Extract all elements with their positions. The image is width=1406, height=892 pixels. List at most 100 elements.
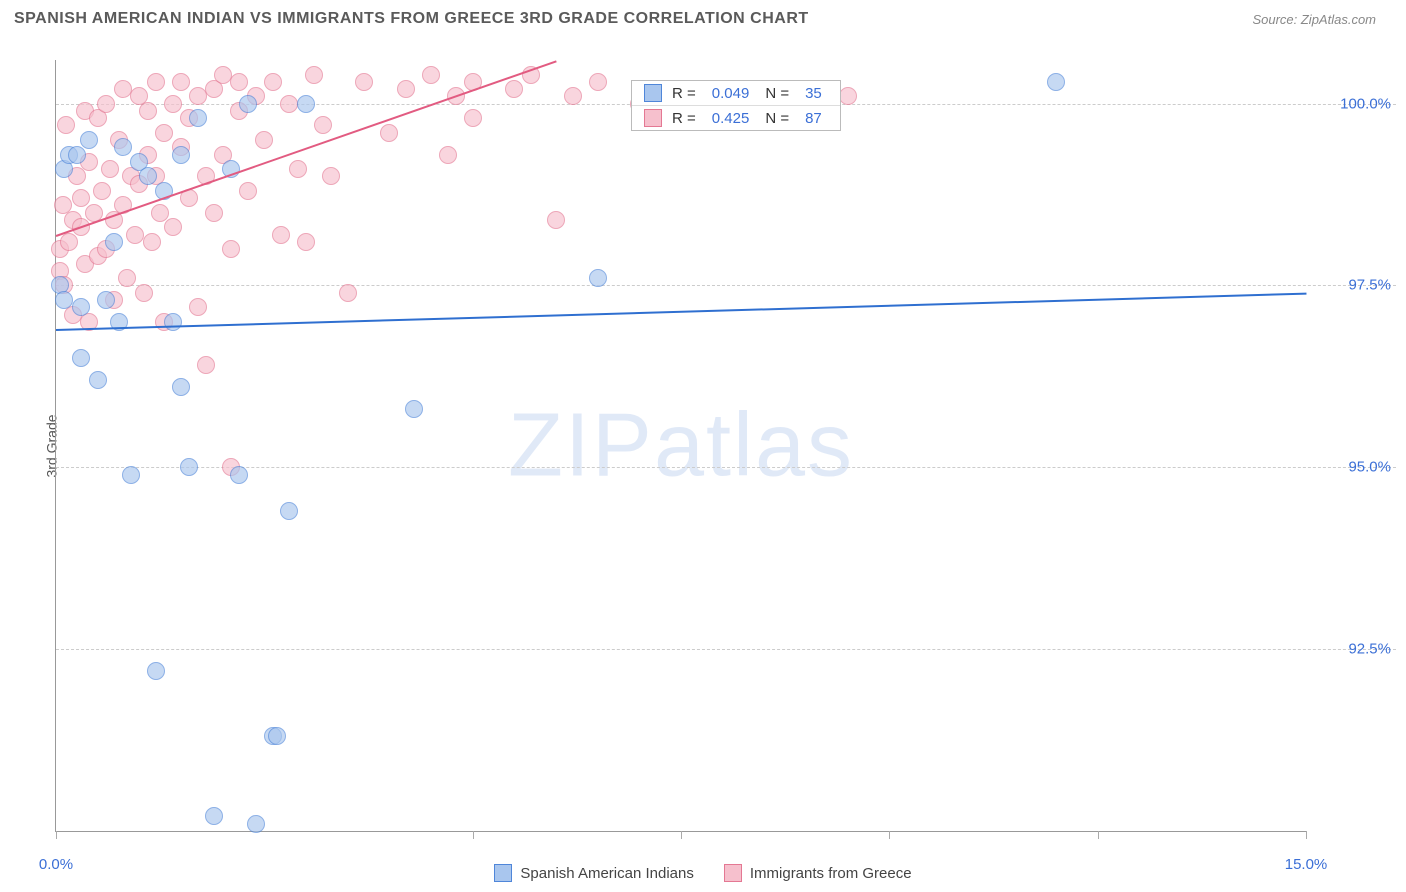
r-label: R =: [672, 85, 696, 102]
legend-stats: R = 0.049 N = 35 R = 0.425 N = 87: [631, 80, 841, 131]
legend-stats-row: R = 0.049 N = 35: [632, 81, 840, 106]
data-point-pink: [339, 284, 357, 302]
n-value: 87: [799, 110, 828, 127]
legend-swatch: [724, 864, 742, 882]
data-point-pink: [205, 204, 223, 222]
chart-title: SPANISH AMERICAN INDIAN VS IMMIGRANTS FR…: [14, 10, 809, 28]
y-tick-label: 92.5%: [1348, 641, 1391, 658]
legend-swatch: [644, 84, 662, 102]
data-point-pink: [189, 87, 207, 105]
data-point-blue: [72, 298, 90, 316]
x-tick: [56, 831, 57, 839]
data-point-pink: [230, 73, 248, 91]
data-point-pink: [322, 167, 340, 185]
watermark-text: ZIPatlas: [508, 395, 854, 495]
data-point-pink: [839, 87, 857, 105]
data-point-pink: [422, 66, 440, 84]
data-point-blue: [297, 95, 315, 113]
data-point-pink: [147, 73, 165, 91]
data-point-blue: [147, 662, 165, 680]
x-tick: [1098, 831, 1099, 839]
r-value: 0.049: [706, 85, 756, 102]
data-point-blue: [205, 807, 223, 825]
data-point-pink: [564, 87, 582, 105]
data-point-blue: [55, 291, 73, 309]
data-point-pink: [139, 102, 157, 120]
data-point-pink: [222, 240, 240, 258]
data-point-blue: [68, 146, 86, 164]
legend-stats-row: R = 0.425 N = 87: [632, 106, 840, 130]
data-point-blue: [589, 269, 607, 287]
n-label: N =: [765, 110, 789, 127]
data-point-blue: [280, 502, 298, 520]
data-point-pink: [272, 226, 290, 244]
trend-line-blue: [56, 293, 1306, 331]
data-point-pink: [126, 226, 144, 244]
data-point-blue: [239, 95, 257, 113]
legend-label: Spanish American Indians: [520, 865, 693, 882]
x-tick: [681, 831, 682, 839]
chart-container: 3rd Grade ZIPatlas 92.5%95.0%97.5%100.0%…: [25, 40, 1396, 852]
data-point-pink: [214, 66, 232, 84]
data-point-blue: [268, 727, 286, 745]
watermark: ZIPatlas: [508, 394, 854, 497]
data-point-pink: [60, 233, 78, 251]
data-point-blue: [122, 466, 140, 484]
y-tick-label: 97.5%: [1348, 277, 1391, 294]
data-point-pink: [155, 124, 173, 142]
data-point-blue: [172, 378, 190, 396]
data-point-blue: [247, 815, 265, 833]
data-point-pink: [305, 66, 323, 84]
x-tick: [473, 831, 474, 839]
data-point-pink: [547, 211, 565, 229]
data-point-pink: [135, 284, 153, 302]
legend-swatch: [644, 109, 662, 127]
data-point-blue: [139, 167, 157, 185]
plot-area: ZIPatlas 92.5%95.0%97.5%100.0%0.0%15.0%R…: [55, 60, 1306, 832]
data-point-pink: [280, 95, 298, 113]
data-point-pink: [101, 160, 119, 178]
gridline-h: [56, 649, 1396, 650]
n-label: N =: [765, 85, 789, 102]
data-point-pink: [239, 182, 257, 200]
header: SPANISH AMERICAN INDIAN VS IMMIGRANTS FR…: [0, 0, 1406, 36]
y-tick-label: 100.0%: [1340, 95, 1391, 112]
legend-item: Immigrants from Greece: [724, 864, 912, 882]
data-point-pink: [97, 95, 115, 113]
data-point-pink: [114, 80, 132, 98]
data-point-blue: [97, 291, 115, 309]
data-point-blue: [105, 233, 123, 251]
legend-label: Immigrants from Greece: [750, 865, 912, 882]
n-value: 35: [799, 85, 828, 102]
data-point-pink: [297, 233, 315, 251]
data-point-pink: [314, 116, 332, 134]
data-point-pink: [164, 218, 182, 236]
data-point-blue: [72, 349, 90, 367]
legend-bottom: Spanish American Indians Immigrants from …: [0, 864, 1406, 882]
x-tick: [889, 831, 890, 839]
legend-item: Spanish American Indians: [494, 864, 693, 882]
data-point-blue: [80, 131, 98, 149]
data-point-pink: [143, 233, 161, 251]
r-value: 0.425: [706, 110, 756, 127]
data-point-pink: [589, 73, 607, 91]
data-point-pink: [380, 124, 398, 142]
r-label: R =: [672, 110, 696, 127]
data-point-pink: [197, 356, 215, 374]
data-point-pink: [505, 80, 523, 98]
data-point-pink: [93, 182, 111, 200]
data-point-pink: [189, 298, 207, 316]
data-point-blue: [180, 458, 198, 476]
gridline-h: [56, 467, 1396, 468]
data-point-blue: [405, 400, 423, 418]
data-point-pink: [397, 80, 415, 98]
data-point-blue: [114, 138, 132, 156]
data-point-pink: [118, 269, 136, 287]
data-point-blue: [189, 109, 207, 127]
data-point-pink: [439, 146, 457, 164]
data-point-pink: [264, 73, 282, 91]
data-point-blue: [230, 466, 248, 484]
data-point-blue: [164, 313, 182, 331]
data-point-pink: [164, 95, 182, 113]
data-point-pink: [172, 73, 190, 91]
